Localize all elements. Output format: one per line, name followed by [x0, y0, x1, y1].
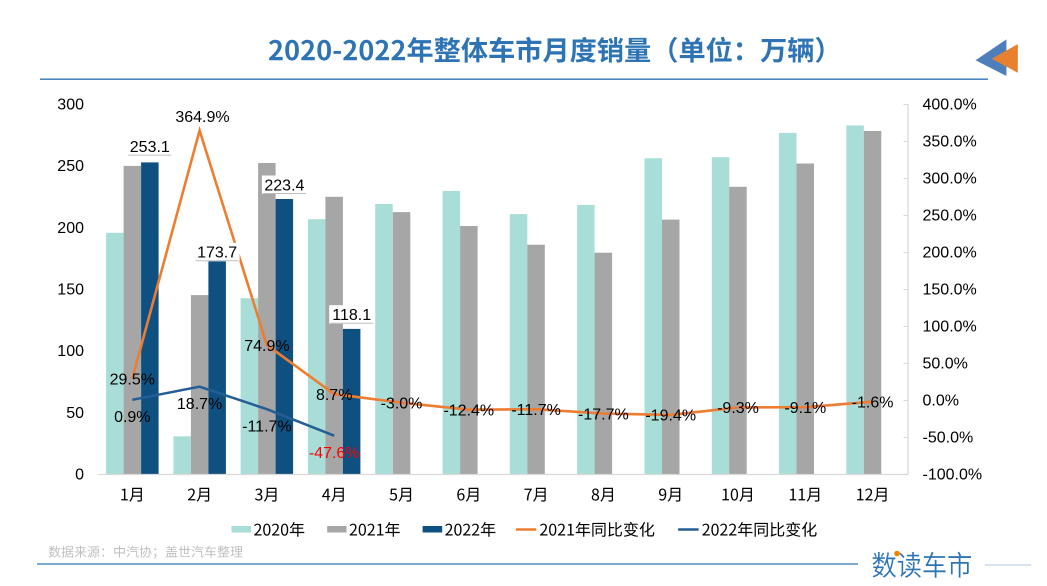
svg-text:150: 150 — [57, 282, 84, 299]
svg-text:100: 100 — [57, 343, 84, 360]
svg-text:364.9%: 364.9% — [175, 109, 229, 126]
svg-text:250: 250 — [57, 158, 84, 175]
svg-text:0.9%: 0.9% — [114, 409, 150, 426]
svg-text:223.4: 223.4 — [264, 177, 304, 194]
svg-text:200: 200 — [57, 220, 84, 237]
svg-text:-1.6%: -1.6% — [852, 395, 894, 412]
svg-text:-12.4%: -12.4% — [443, 403, 494, 420]
svg-text:200.0%: 200.0% — [923, 245, 977, 262]
svg-text:50.0%: 50.0% — [923, 356, 968, 373]
svg-text:29.5%: 29.5% — [110, 372, 155, 389]
svg-text:-100.0%: -100.0% — [923, 467, 983, 484]
svg-text:-3.0%: -3.0% — [381, 396, 423, 413]
svg-text:50: 50 — [66, 405, 84, 422]
svg-text:0: 0 — [75, 467, 84, 484]
svg-text:-9.1%: -9.1% — [784, 400, 826, 417]
svg-text:118.1: 118.1 — [332, 307, 371, 324]
svg-text:253.1: 253.1 — [130, 139, 170, 156]
svg-text:-19.4%: -19.4% — [645, 408, 696, 425]
svg-text:74.9%: 74.9% — [244, 338, 289, 355]
svg-text:0.0%: 0.0% — [923, 393, 959, 410]
svg-text:-11.7%: -11.7% — [511, 402, 561, 419]
svg-text:300: 300 — [57, 97, 84, 114]
svg-text:150.0%: 150.0% — [923, 282, 977, 299]
svg-text:350.0%: 350.0% — [923, 134, 977, 151]
svg-text:-9.3%: -9.3% — [717, 400, 759, 417]
svg-text:100.0%: 100.0% — [923, 319, 977, 336]
svg-text:18.7%: 18.7% — [177, 396, 222, 413]
svg-text:-11.7%: -11.7% — [242, 419, 292, 436]
svg-text:-17.7%: -17.7% — [578, 406, 629, 423]
svg-text:-50.0%: -50.0% — [923, 430, 974, 447]
svg-text:173.7: 173.7 — [197, 245, 237, 262]
svg-text:8.7%: 8.7% — [316, 387, 352, 404]
svg-text:-47.6%: -47.6% — [309, 445, 360, 462]
svg-text:250.0%: 250.0% — [923, 208, 977, 225]
svg-text:300.0%: 300.0% — [923, 171, 977, 188]
svg-text:400.0%: 400.0% — [923, 97, 977, 114]
